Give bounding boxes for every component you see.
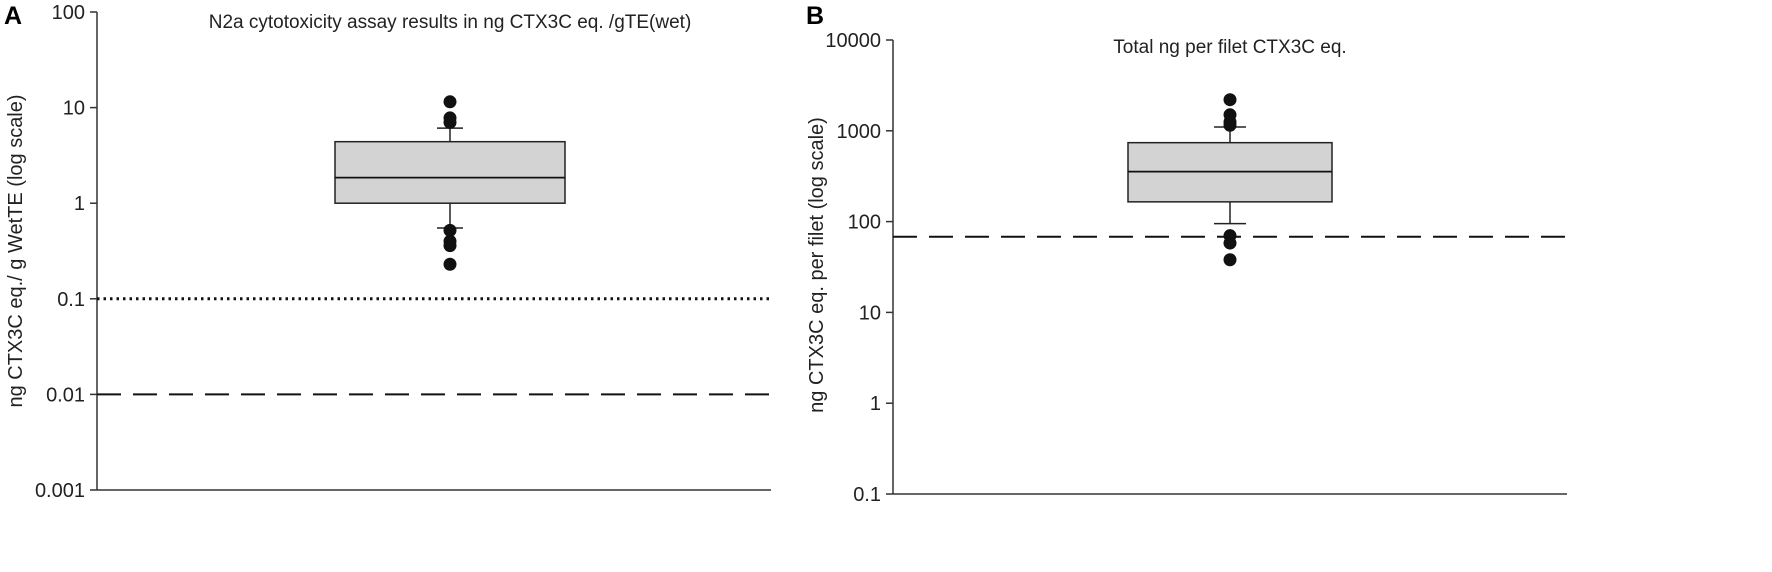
panel-b-boxplot [1127,93,1333,267]
panel-b-y-axis-label: ng CTX3C eq. per filet (log scale) [806,117,828,413]
panel-b-y-tick-label: 1000 [837,121,882,143]
panel-b-outlier-point [1223,118,1237,132]
panel-b-y-tick-label: 0.1 [853,484,881,506]
panel-b-y-tick-label: 100 [848,212,881,234]
panel-a-title: N2a cytotoxicity assay results in ng CTX… [209,12,692,33]
panel-a-y-tick-label: 100 [52,2,85,24]
panel-a-y-tick-label: 0.01 [46,384,85,406]
panel-a-outlier-point [443,223,457,237]
panel-b-y-tick-label: 10000 [825,30,881,52]
panel-a-y-ticks: 0.001 0.01 0.1 1 10 100 [35,2,97,502]
panel-b-outlier-point [1223,236,1237,250]
panel-a-outlier-point [443,95,457,109]
panel-a-y-axis-label: ng CTX3C eq./ g WetTE (log scale) [5,94,27,407]
panel-a-box [334,140,566,204]
panel-a-outlier-point [443,257,457,271]
panel-a: A N2a cytotoxicity assay results in ng C… [4,2,771,502]
panel-b: B Total ng per filet CTX3C eq. ng CTX3C … [806,2,1567,506]
panel-a-outlier-point [443,239,457,253]
panel-a-y-tick-label: 0.1 [57,289,85,311]
panel-a-y-tick-label: 0.001 [35,480,85,502]
panel-a-letter: A [4,2,22,30]
panel-b-y-tick-label: 1 [870,393,881,415]
panel-a-reference-lines [97,297,771,396]
panel-b-title: Total ng per filet CTX3C eq. [1113,37,1346,58]
panel-b-y-ticks: 0.1 1 10 100 1000 10000 [825,30,893,506]
panel-b-letter: B [806,2,824,30]
panel-a-y-tick-label: 1 [74,193,85,215]
panel-a-y-tick-label: 10 [63,98,85,120]
panel-a-boxplot [334,95,566,271]
panel-b-outlier-point [1223,253,1237,267]
panel-b-outlier-point [1223,93,1237,107]
panel-a-outlier-point [443,115,457,129]
panel-b-y-tick-label: 10 [859,302,881,324]
